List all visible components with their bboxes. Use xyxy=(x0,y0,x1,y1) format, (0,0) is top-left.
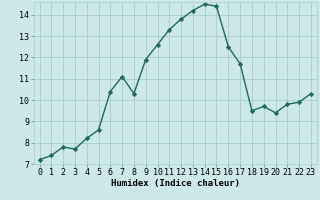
X-axis label: Humidex (Indice chaleur): Humidex (Indice chaleur) xyxy=(111,179,240,188)
